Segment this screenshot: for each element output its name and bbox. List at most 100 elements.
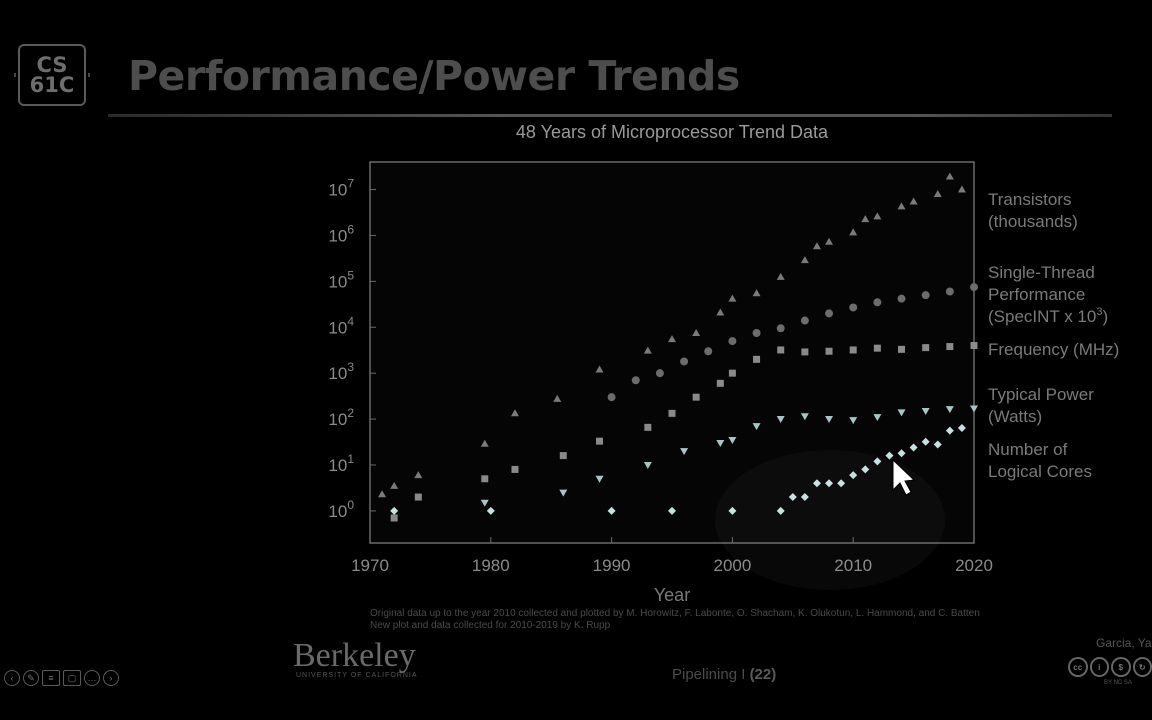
y-tick-label: 100 — [328, 498, 354, 521]
series-0-point — [861, 215, 870, 223]
by-icon: i — [1089, 657, 1109, 677]
series-0-point — [909, 197, 918, 205]
series-4-point — [825, 479, 834, 488]
series-4-point — [812, 479, 821, 488]
prev-icon[interactable]: ‹ — [4, 670, 20, 686]
series-2-point — [777, 346, 785, 354]
series-4-point — [776, 506, 785, 515]
series-4-point — [788, 493, 797, 502]
series-0-point — [728, 294, 737, 302]
cc-license-badge: cc i $ ↻ — [1068, 652, 1152, 682]
berkeley-logo: Berkeley — [293, 637, 416, 674]
series-3-point — [945, 406, 954, 414]
series-3-point — [897, 409, 906, 417]
x-tick-label: 1990 — [593, 556, 631, 575]
chart-footnote: Original data up to the year 2010 collec… — [370, 608, 980, 632]
series-0-point — [378, 490, 387, 498]
series-4-point — [921, 437, 930, 446]
series-4-point — [945, 426, 954, 435]
y-tick-label: 106 — [328, 222, 354, 245]
series-4-point — [957, 423, 966, 432]
cs61c-logo: CS 61C — [14, 44, 90, 106]
series-3-point — [680, 448, 689, 456]
series-label: Number of Logical Cores — [988, 440, 1092, 481]
series-0-point — [553, 394, 562, 402]
slide-icon[interactable]: ▢ — [63, 670, 81, 686]
plot-frame — [369, 161, 975, 544]
series-2-point — [481, 475, 489, 483]
series-3-point — [800, 413, 809, 421]
y-tick-label: 101 — [328, 452, 354, 475]
series-4-point — [837, 479, 846, 488]
series-1-point — [704, 347, 713, 356]
series-2-point — [559, 452, 567, 460]
footer-page-number: (22) — [749, 666, 777, 683]
series-1-point — [752, 328, 761, 337]
series-3-point — [849, 417, 858, 425]
series-1-point — [655, 369, 664, 378]
series-3-point — [480, 499, 489, 507]
series-1-point — [776, 324, 785, 333]
presentation-nav: ‹ ✎ ≡ ▢ … › — [4, 670, 119, 686]
series-3-point — [716, 440, 725, 448]
highlight-glow — [715, 450, 945, 590]
more-icon[interactable]: … — [84, 670, 100, 686]
series-2-point — [753, 355, 761, 363]
series-label: Typical Power (Watts) — [988, 385, 1094, 426]
series-0-point — [692, 328, 701, 336]
series-2-point — [898, 345, 906, 353]
series-0-point — [668, 335, 676, 343]
series-0-point — [812, 242, 821, 250]
x-tick-label: 1980 — [472, 556, 510, 575]
next-icon[interactable]: › — [103, 670, 119, 686]
series-2-point — [873, 344, 881, 352]
series-2-point — [390, 514, 398, 522]
logo-line2: 61C — [29, 73, 75, 97]
y-tick-label: 103 — [328, 360, 354, 383]
series-4-point — [390, 506, 399, 515]
series-4-point — [933, 440, 942, 449]
y-tick-label: 102 — [328, 406, 354, 429]
series-1-point — [849, 303, 858, 312]
series-0-point — [716, 308, 725, 316]
series-4-point — [909, 443, 918, 452]
series-label: Single-Thread Performance (SpecINT x 103) — [988, 263, 1108, 326]
menu-icon[interactable]: ≡ — [42, 670, 60, 686]
series-0-point — [933, 189, 942, 197]
series-2-point — [922, 344, 930, 352]
series-4-point — [897, 449, 906, 458]
y-tick-label: 107 — [328, 177, 354, 200]
footnote-line2: New plot and data collected for 2010-201… — [370, 620, 611, 631]
series-0-point — [510, 409, 519, 417]
x-tick-label: 2000 — [713, 556, 751, 575]
pen-icon[interactable]: ✎ — [23, 670, 39, 686]
series-0-point — [776, 272, 785, 280]
series-3-point — [728, 436, 737, 444]
series-0-point — [957, 185, 966, 193]
license-subtitle: BY NC SA — [1104, 680, 1132, 686]
series-4-point — [486, 506, 495, 515]
sa-icon: ↻ — [1132, 657, 1152, 677]
series-0-point — [849, 228, 858, 236]
series-2-point — [414, 493, 422, 501]
berkeley-subtitle: UNIVERSITY OF CALIFORNIA — [296, 672, 418, 679]
series-label: Frequency (MHz) — [988, 340, 1119, 359]
cc-icon: cc — [1068, 657, 1088, 677]
logo-line1: CS — [36, 53, 68, 77]
nc-icon: $ — [1111, 657, 1131, 677]
series-3-point — [776, 416, 785, 424]
series-3-point — [643, 461, 652, 469]
series-3-point — [595, 475, 604, 483]
series-1-point — [921, 291, 930, 300]
y-tick-label: 105 — [328, 268, 354, 291]
series-1-point — [680, 357, 689, 366]
series-3-point — [825, 416, 834, 424]
series-2-point — [596, 437, 604, 445]
series-3-point — [752, 423, 761, 431]
series-1-point — [897, 294, 906, 303]
series-3-point — [873, 414, 882, 422]
title-divider — [108, 114, 1112, 117]
series-0-point — [897, 202, 906, 210]
x-tick-label: 1970 — [351, 556, 389, 575]
series-2-point — [728, 369, 736, 377]
